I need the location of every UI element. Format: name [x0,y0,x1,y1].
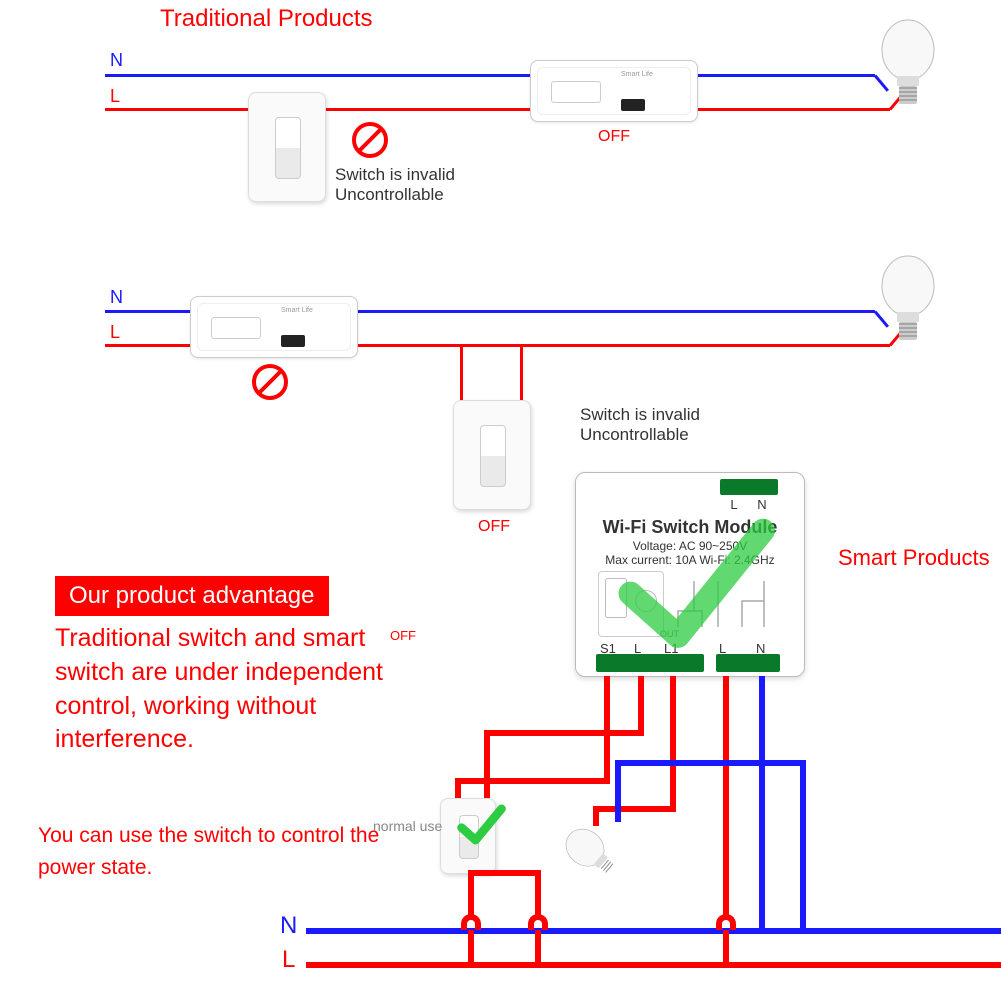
prohibit-icon [350,120,390,160]
lin-jump-n [716,914,736,930]
lin-v-top [723,676,729,916]
ret-l-h [468,870,541,876]
lout-v [638,676,644,736]
c2-invalid-2: Uncontrollable [580,425,689,445]
c2-drop2 [520,344,523,404]
ret-l-v2 [535,930,541,968]
ret-jump2 [461,914,481,930]
c1-invalid-2: Uncontrollable [335,185,444,205]
ret-l-v3 [468,930,474,968]
circuit1-n-label: N [110,50,123,71]
c2-invalid-1: Switch is invalid [580,405,700,425]
c1-wall-switch [248,92,326,202]
ret-jump [528,914,548,930]
n2-h [615,760,806,766]
ret-l-v1 [535,870,541,916]
smart-title: Smart Products [838,545,990,571]
c1-l-wire-a [105,108,260,111]
traditional-title: Traditional Products [160,5,373,33]
normal-use-label: normal use [373,818,442,834]
bus-l-wire [306,962,1001,968]
n-v [759,676,765,934]
ret-l-v0 [468,870,474,916]
lout-h [484,730,644,736]
bulb-icon [873,254,943,354]
n2-v [800,760,806,934]
circuit2-n-label: N [110,287,123,308]
prohibit-icon [250,362,290,402]
mid-off: OFF [390,628,416,643]
bus-n-label: N [280,912,297,940]
c1-off: OFF [598,128,630,146]
c2-off: OFF [478,518,510,536]
bulb-icon [873,18,943,118]
check-icon [610,500,780,670]
lout-to-switch [484,730,490,802]
advantage-body: Traditional switch and smart switch are … [55,622,385,757]
circuit1-l-label: L [110,86,120,107]
l1-v [670,676,676,812]
lin-v-bot [723,930,729,968]
advantage-badge: Our product advantage [55,576,329,616]
bus-l-label: L [282,946,295,974]
s1-wire-h [455,778,610,784]
c2-relay: Smart Life [190,296,358,358]
l1-h [593,806,676,812]
bulb-icon [548,810,642,902]
check-icon [454,798,508,852]
advantage-sub: You can use the switch to control the po… [38,820,398,883]
n2-to-bulb [615,760,621,822]
circuit2-l-label: L [110,322,120,343]
c1-relay: Smart Life [530,60,698,122]
c1-invalid-1: Switch is invalid [335,165,455,185]
c2-drop1 [460,344,463,404]
c2-wall-switch [453,400,531,510]
bus-n-wire [306,928,1001,934]
c1-n-wire [105,74,875,77]
